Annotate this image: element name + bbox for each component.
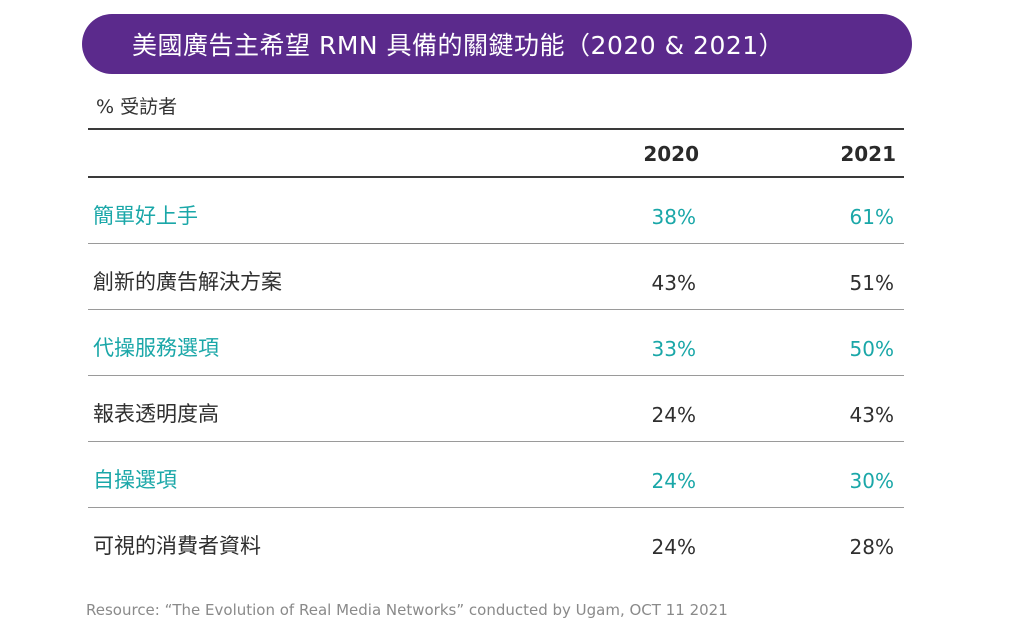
- value-2020: 43%: [651, 271, 696, 295]
- row-label: 報表透明度高: [93, 402, 219, 426]
- value-2021: 43%: [849, 403, 894, 427]
- column-header-2020: 2020: [643, 142, 699, 166]
- table-row: 創新的廣告解決方案 43% 51%: [88, 244, 904, 310]
- column-header-2021: 2021: [840, 142, 896, 166]
- value-2021: 61%: [849, 205, 894, 229]
- row-label: 簡單好上手: [93, 204, 198, 228]
- header-row: 2020 2021: [88, 130, 904, 176]
- value-2020: 38%: [651, 205, 696, 229]
- row-label: 自操選項: [93, 468, 177, 492]
- value-2020: 24%: [651, 535, 696, 559]
- value-2021: 30%: [849, 469, 894, 493]
- table-row: 簡單好上手 38% 61%: [88, 178, 904, 244]
- row-label: 可視的消費者資料: [93, 534, 261, 558]
- chart-title: 美國廣告主希望 RMN 具備的關鍵功能（2020 & 2021）: [132, 31, 785, 60]
- table-row: 代操服務選項 33% 50%: [88, 310, 904, 376]
- value-2020: 24%: [651, 469, 696, 493]
- table-row: 報表透明度高 24% 43%: [88, 376, 904, 442]
- title-banner: 美國廣告主希望 RMN 具備的關鍵功能（2020 & 2021）: [82, 14, 912, 74]
- value-2021: 50%: [849, 337, 894, 361]
- unit-label: % 受訪者: [96, 96, 178, 118]
- table-row: 自操選項 24% 30%: [88, 442, 904, 508]
- row-label: 創新的廣告解決方案: [93, 270, 282, 294]
- row-label: 代操服務選項: [93, 336, 219, 360]
- value-2020: 24%: [651, 403, 696, 427]
- value-2020: 33%: [651, 337, 696, 361]
- table-row: 可視的消費者資料 24% 28%: [88, 508, 904, 573]
- top-rule: [88, 128, 904, 130]
- value-2021: 28%: [849, 535, 894, 559]
- source-note: Resource: “The Evolution of Real Media N…: [86, 601, 728, 619]
- value-2021: 51%: [849, 271, 894, 295]
- header-rule: [88, 176, 904, 178]
- data-table: 2020 2021 簡單好上手 38% 61% 創新的廣告解決方案 43% 51…: [88, 128, 904, 573]
